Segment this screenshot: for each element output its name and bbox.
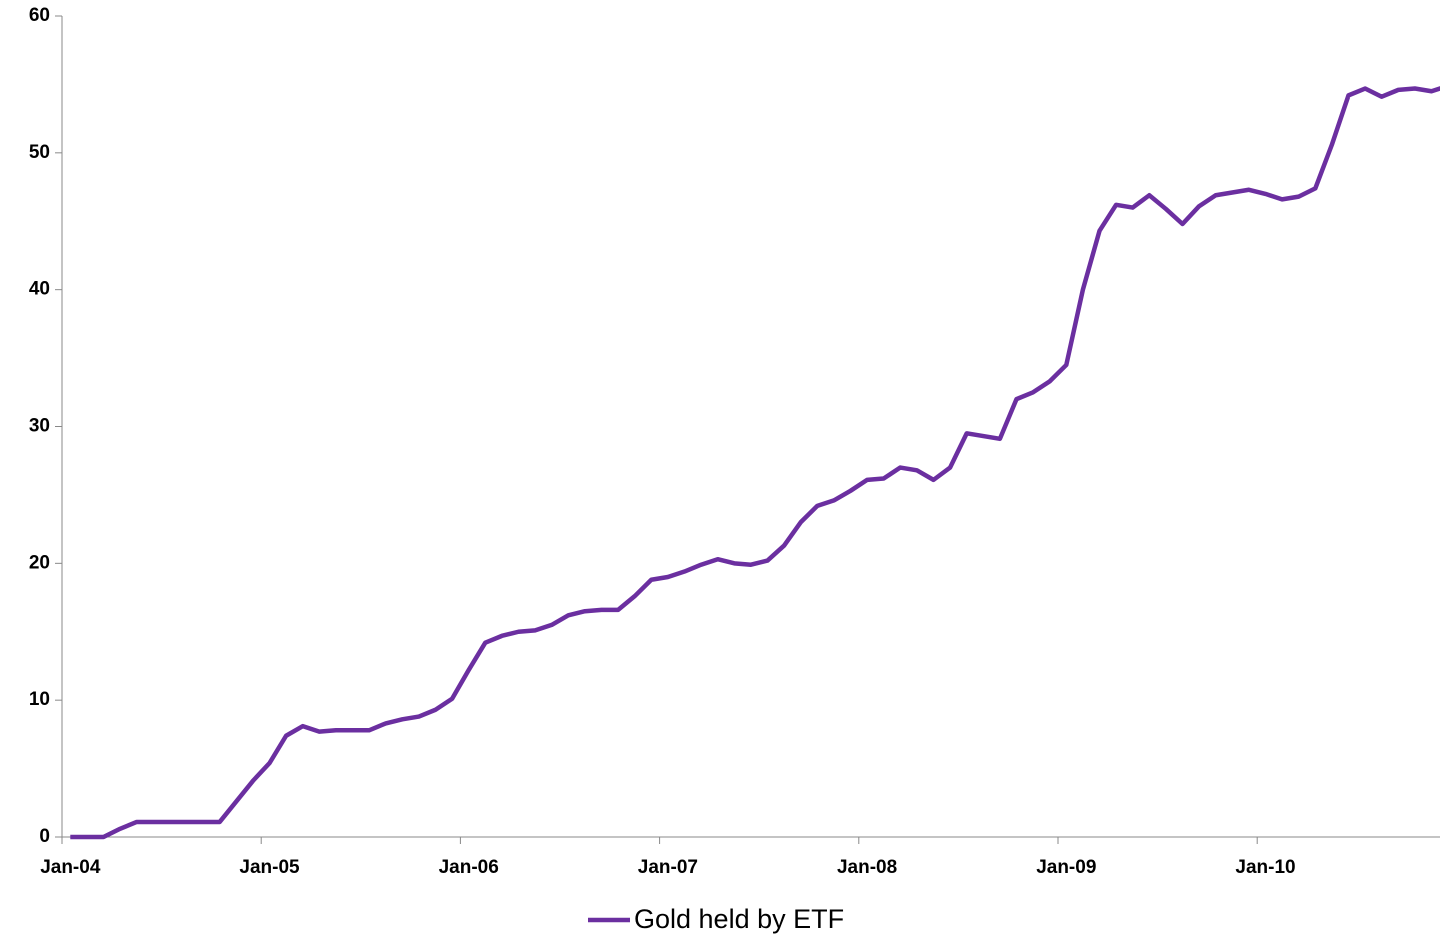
x-tick-label: Jan-04: [40, 857, 101, 878]
y-tick-label: 0: [39, 826, 50, 847]
y-tick-label: 60: [29, 5, 50, 26]
y-tick-label: 10: [29, 689, 50, 710]
series-line: [70, 86, 1440, 840]
y-tick-label: 20: [29, 552, 50, 573]
x-tick-label: Jan-10: [1235, 857, 1295, 878]
x-tick-label: Jan-09: [1036, 857, 1096, 878]
x-tick-label: Jan-05: [239, 857, 300, 878]
x-tick-label: Jan-06: [439, 857, 499, 878]
y-tick-label: 30: [29, 416, 50, 437]
x-tick-label: Jan-07: [638, 857, 698, 878]
legend-label: Gold held by ETF: [634, 904, 844, 934]
y-tick-label: 50: [29, 142, 50, 163]
x-tick-label: Jan-08: [837, 857, 897, 878]
y-tick-label: 40: [29, 279, 50, 300]
